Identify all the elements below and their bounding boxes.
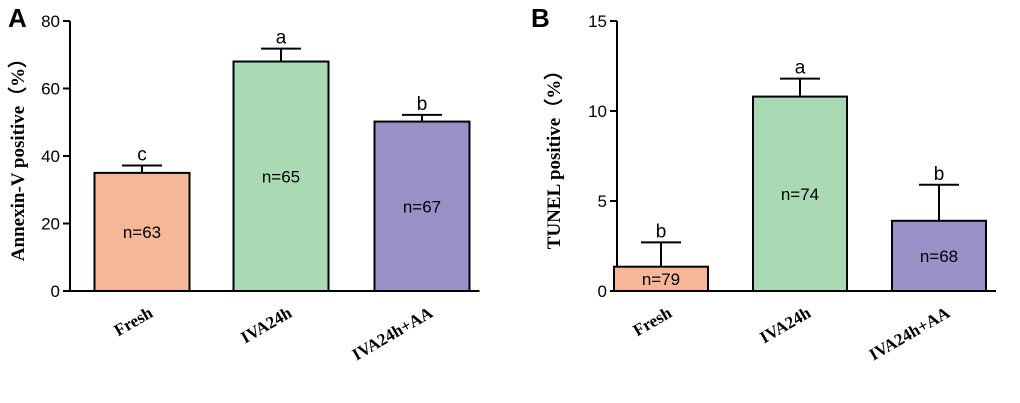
panel-a-category-label-iva24h: IVA24h (237, 303, 295, 347)
panel-b-n-label-iva24h-aa: n=68 (920, 247, 958, 266)
panel-a-letter: A (8, 3, 27, 33)
panel-a-y-tick-label: 60 (41, 80, 60, 99)
panel-b-bar-iva24h-aa (891, 219, 987, 292)
panel-a-y-axis-title: Annexin-V positive（%） (6, 49, 29, 261)
panel-a: A Annexin-V positive（%） 0 20 40 60 80 c n=63 Fr… (6, 3, 480, 364)
panel-b-significance-iva24h-aa: b (934, 164, 945, 185)
panel-b-y-axis-title: TUNEL positive（%） (542, 61, 565, 249)
panel-b: B TUNEL positive（%） 0 5 10 15 b n=79 Fresh a n=7… (531, 3, 996, 364)
panel-b-n-label-fresh: n=79 (642, 270, 680, 289)
panel-a-significance-iva24h: a (276, 28, 287, 49)
panel-b-category-label-iva24h-aa: IVA24h+AA (866, 303, 954, 365)
panel-a-significance-iva24h-aa: b (417, 94, 428, 115)
panel-b-category-label-fresh: Fresh (630, 303, 676, 340)
panel-b-significance-iva24h: a (795, 58, 806, 79)
panel-b-n-label-iva24h: n=74 (781, 185, 819, 204)
panel-a-y-tick-label: 20 (41, 215, 60, 234)
panel-a-y-tick-label: 40 (41, 147, 60, 166)
panel-a-category-label-iva24h-aa: IVA24h+AA (349, 303, 437, 365)
panel-b-significance-fresh: b (656, 221, 667, 242)
panel-b-bar-iva24h (752, 95, 848, 292)
panel-b-y-tick-label: 10 (588, 102, 607, 121)
panel-a-y-tick-label: 80 (41, 12, 60, 31)
panel-a-n-label-fresh: n=63 (123, 223, 161, 242)
panel-a-significance-fresh: c (137, 144, 147, 165)
panel-a-n-label-iva24h-aa: n=67 (403, 197, 441, 216)
panel-b-y-tick-label: 0 (598, 282, 607, 301)
panel-a-y-tick-label: 0 (51, 282, 60, 301)
panel-b-letter: B (531, 3, 550, 33)
panel-b-y-tick-label: 5 (598, 192, 607, 211)
panel-b-category-label-iva24h: IVA24h (756, 303, 814, 347)
panel-a-category-label-fresh: Fresh (111, 303, 157, 340)
panel-a-n-label-iva24h: n=65 (262, 167, 300, 186)
panel-a-bar-iva24h (232, 60, 330, 292)
panel-b-y-tick-label: 15 (588, 12, 607, 31)
